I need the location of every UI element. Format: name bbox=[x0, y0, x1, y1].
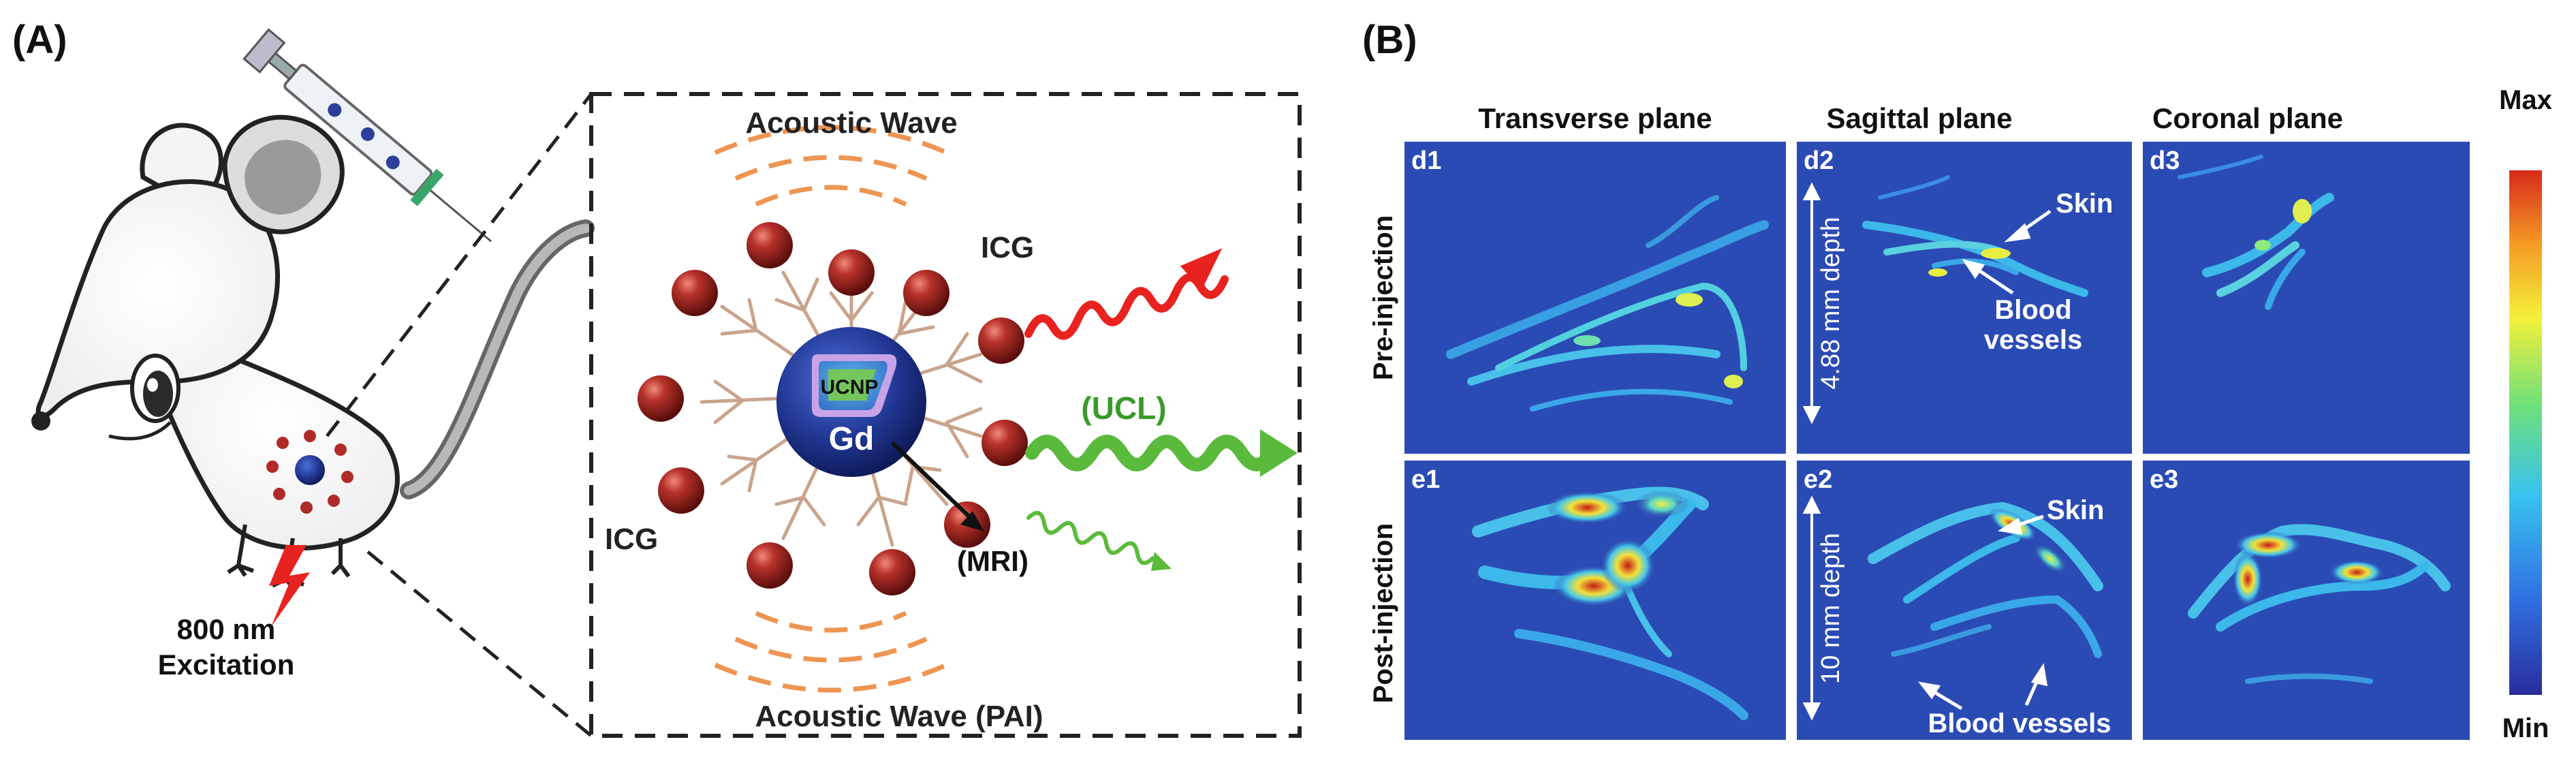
ucnp-label: UCNP bbox=[820, 376, 878, 399]
tile-label-d2: d2 bbox=[1804, 146, 1834, 175]
acoustic-wave-label-bottom: Acoustic Wave (PAI) bbox=[755, 700, 1043, 733]
panel-a-label: (A) bbox=[12, 18, 67, 62]
depth-label-post: 10 mm depth bbox=[1817, 533, 1845, 684]
tile-label-e2: e2 bbox=[1804, 465, 1832, 494]
tile-e1 bbox=[1404, 461, 1786, 740]
colorbar-min-label: Min bbox=[2502, 713, 2549, 743]
icg-label-left: ICG bbox=[605, 523, 658, 556]
column-header-coronal: Coronal plane bbox=[2152, 102, 2343, 134]
zoom-box bbox=[589, 92, 1302, 738]
red-wave-arrow bbox=[1024, 248, 1229, 340]
mri-arrow bbox=[890, 441, 976, 523]
tile-e2 bbox=[1797, 461, 2132, 740]
depth-arrow-post bbox=[1802, 495, 1821, 721]
acoustic-wave-top-arcs bbox=[714, 125, 948, 207]
gd-label: Gd bbox=[829, 421, 875, 457]
skin-arrow-pre bbox=[2004, 209, 2052, 243]
mouse-nose bbox=[31, 411, 50, 431]
blood-label-pre-1: Blood bbox=[1994, 295, 2071, 325]
skin-label-post: Skin bbox=[2047, 495, 2104, 525]
tile-label-e1: e1 bbox=[1411, 465, 1440, 494]
syringe-icon bbox=[242, 28, 492, 243]
tile-label-d3: d3 bbox=[2150, 146, 2180, 175]
tile-e3 bbox=[2143, 461, 2470, 740]
mouse-leg bbox=[227, 524, 255, 577]
mouse-illustration bbox=[31, 114, 595, 627]
mri-label: (MRI) bbox=[957, 545, 1028, 577]
small-green-wave-arrow bbox=[1026, 510, 1172, 571]
tile-d3 bbox=[2143, 142, 2470, 454]
acoustic-wave-label-top: Acoustic Wave bbox=[745, 106, 957, 140]
tile-label-d1: d1 bbox=[1411, 146, 1441, 175]
excitation-wavelength: 800 nm bbox=[177, 613, 276, 645]
blood-label-post: Blood vessels bbox=[1928, 709, 2111, 739]
panel-b-label: (B) bbox=[1362, 18, 1417, 62]
blood-label-pre-2: vessels bbox=[1984, 325, 2083, 355]
zoom-line-bottom bbox=[366, 550, 593, 737]
acoustic-wave-bottom-arcs bbox=[714, 610, 948, 693]
column-header-transverse: Transverse plane bbox=[1478, 102, 1712, 134]
column-header-sagittal: Sagittal plane bbox=[1826, 102, 2012, 134]
depth-label-pre: 4.88 mm depth bbox=[1817, 217, 1845, 389]
excitation-label: Excitation bbox=[158, 649, 295, 681]
ucl-label: (UCL) bbox=[1081, 390, 1166, 426]
mouse-tail bbox=[400, 219, 595, 499]
tile-label-e3: e3 bbox=[2150, 465, 2178, 494]
injection-site-nanoparticle bbox=[266, 430, 354, 514]
mouse-body bbox=[154, 315, 400, 550]
zoom-line-top bbox=[326, 93, 593, 437]
colorbar bbox=[2509, 170, 2542, 695]
tile-d1 bbox=[1404, 142, 1786, 454]
blood-arrow-pre bbox=[1962, 259, 2014, 295]
skin-arrow-post bbox=[1998, 514, 2044, 535]
colorbar-max-label: Max bbox=[2499, 85, 2552, 115]
row-header-post-injection: Post-injection bbox=[1368, 523, 1398, 703]
nanoparticle-core bbox=[776, 327, 926, 477]
tile-d2 bbox=[1797, 142, 2132, 454]
skin-label-pre: Skin bbox=[2056, 189, 2113, 219]
icg-label-top: ICG bbox=[981, 231, 1034, 264]
blood-arrows-post bbox=[1918, 663, 2048, 711]
ucl-wave-arrow bbox=[1025, 429, 1298, 477]
depth-arrow-pre bbox=[1802, 182, 1821, 424]
laser-bolt-icon bbox=[269, 545, 310, 627]
row-header-pre-injection: Pre-injection bbox=[1368, 215, 1398, 380]
